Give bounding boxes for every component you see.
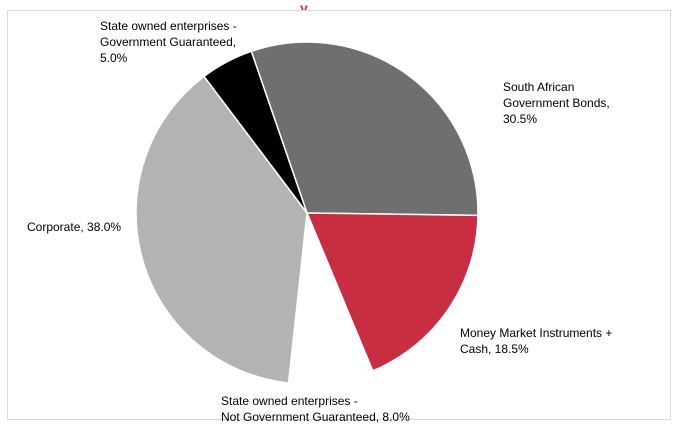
slice-label-line: Not Government Guaranteed, 8.0% bbox=[221, 410, 410, 424]
slice-label-line: South African bbox=[503, 80, 574, 94]
chart-frame bbox=[7, 10, 671, 420]
slice-label-line: State owned enterprises - bbox=[221, 394, 358, 408]
pie-slice bbox=[250, 41, 479, 217]
pie-slice bbox=[135, 75, 308, 384]
slice-label-line: Corporate, 38.0% bbox=[27, 220, 121, 234]
pie-slice bbox=[203, 50, 308, 214]
slice-label: Money Market Instruments + Cash, 18.5% bbox=[460, 326, 612, 356]
slice-label-line: Government Bonds, bbox=[503, 96, 610, 110]
chart-title-clipped: y bbox=[300, 0, 360, 10]
slice-label-line: Money Market Instruments + bbox=[460, 326, 612, 340]
slice-label-line: 5.0% bbox=[100, 51, 128, 65]
slice-label: State owned enterprises - Not Government … bbox=[221, 394, 410, 424]
pie-slice bbox=[305, 212, 479, 372]
chart-title: y bbox=[300, 0, 308, 10]
slice-label: Corporate, 38.0% bbox=[27, 220, 121, 234]
slice-label: South African Government Bonds, 30.5% bbox=[503, 80, 610, 126]
slice-label-line: State owned enterprises - bbox=[100, 19, 237, 33]
slice-label-line: 30.5% bbox=[503, 112, 537, 126]
slice-label-line: Government Guaranteed, bbox=[100, 35, 236, 49]
slice-label-line: Cash, 18.5% bbox=[460, 342, 529, 356]
slice-label: State owned enterprises - Government Guar… bbox=[100, 19, 237, 65]
